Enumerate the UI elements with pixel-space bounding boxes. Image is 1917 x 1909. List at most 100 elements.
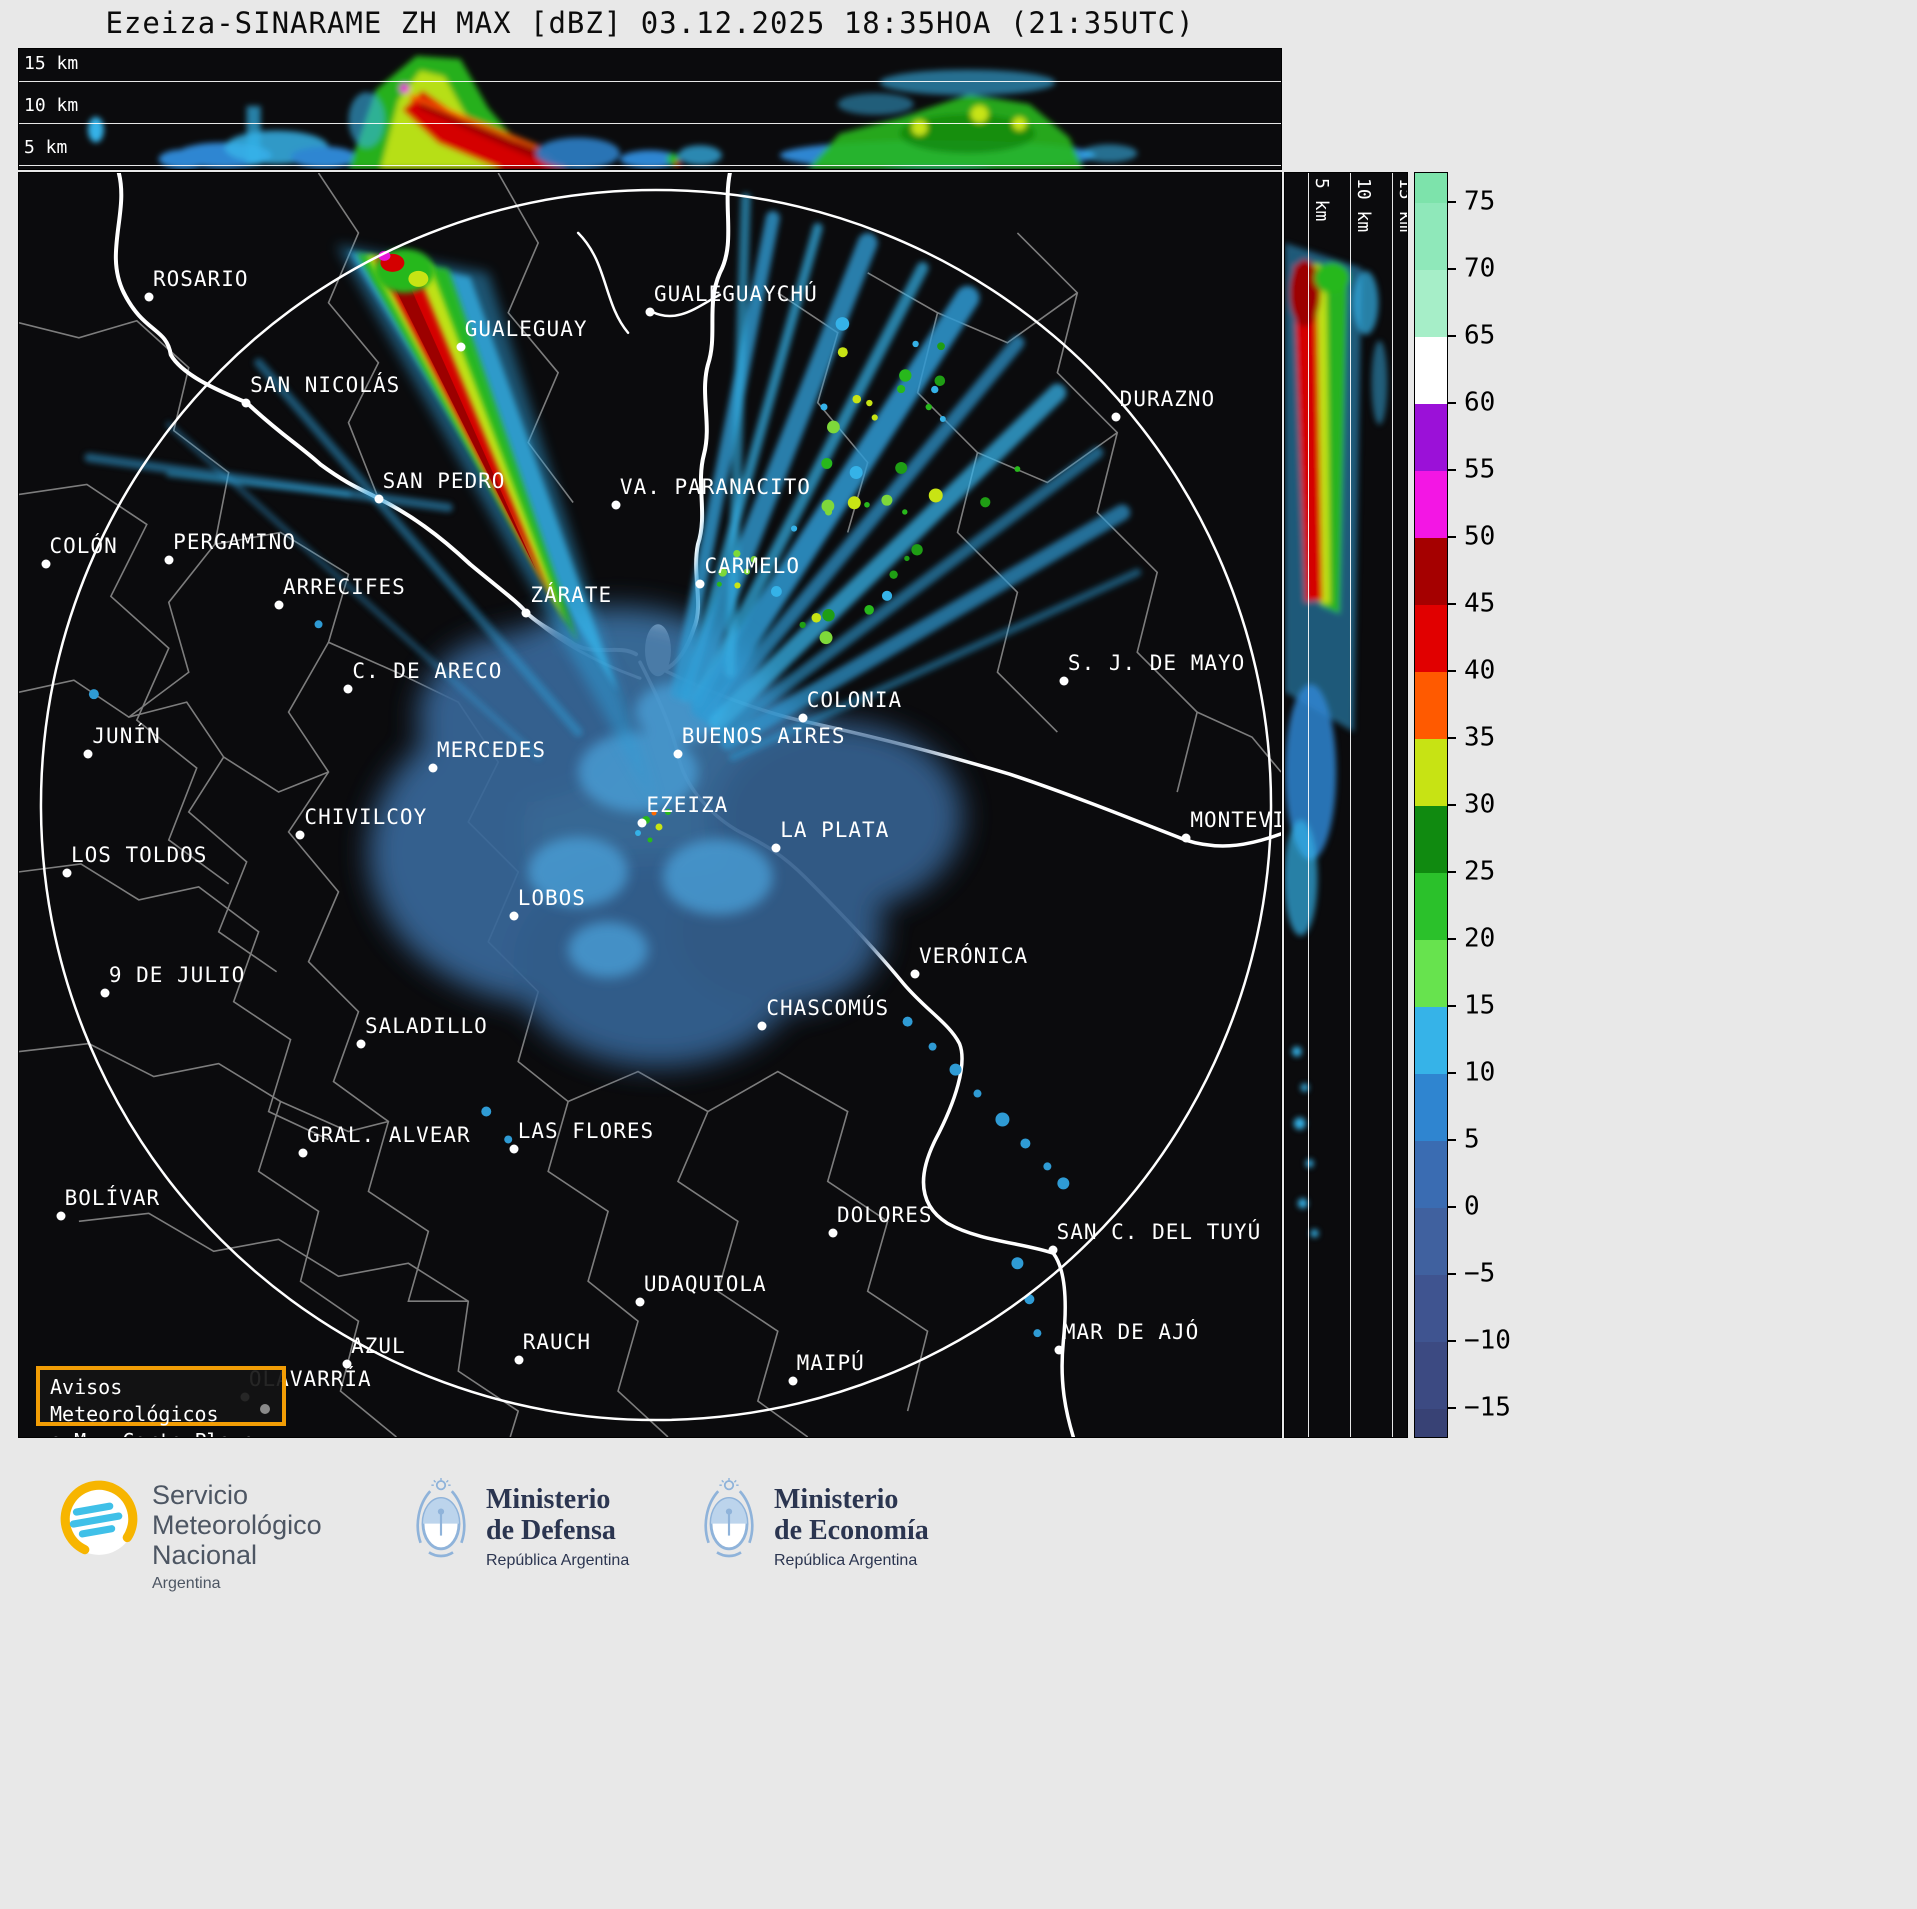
city-dot [509, 1144, 519, 1154]
colorbar-segment [1415, 605, 1447, 672]
right-cross-section-graphics [1285, 242, 1388, 1238]
notice-dot [260, 1404, 270, 1414]
colorbar-tick-label: 15 [1464, 990, 1496, 1021]
colorbar-tick-label: 70 [1464, 253, 1496, 284]
city-label: SALADILLO [365, 1013, 488, 1038]
altitude-label-5km: 5 km [24, 137, 68, 158]
city-label: VA. PARANACITO [619, 475, 811, 500]
altitude-line-5km-v [1308, 173, 1309, 1437]
storm-cell-nnw [336, 244, 656, 806]
city-dot [144, 292, 154, 302]
colorbar-tick [1448, 804, 1456, 806]
page-title: Ezeiza-SINARAME ZH MAX [dBZ] 03.12.2025 … [105, 6, 1195, 40]
colorbar-tick [1448, 402, 1456, 404]
colorbar-tick-label: 75 [1464, 186, 1496, 217]
city-dot [456, 342, 466, 352]
colorbar-tick [1448, 1206, 1456, 1208]
city-dot [56, 1211, 66, 1221]
colorbar-segment [1415, 471, 1447, 538]
cross-section-echoes-right [1285, 242, 1388, 1238]
colorbar-tick-label: 10 [1464, 1057, 1496, 1088]
colorbar-segment [1415, 270, 1447, 337]
economia-emblem [700, 1478, 758, 1566]
city-dot [298, 1148, 308, 1158]
city-dot [100, 988, 110, 998]
defensa-wordmark: Ministerio de Defensa República Argentin… [486, 1484, 629, 1570]
city-label: C. DE ARECO [352, 658, 503, 683]
colorbar-segment [1415, 1074, 1447, 1141]
colorbar-segment [1415, 1208, 1447, 1275]
economia-sub: República Argentina [774, 1551, 918, 1569]
range-ring [39, 188, 1273, 1422]
west-streaks [84, 358, 583, 761]
city-label: VERÓNICA [919, 944, 1029, 969]
colorbar-tick [1448, 1072, 1456, 1074]
colorbar-segment [1415, 806, 1447, 873]
colorbar-tick [1448, 871, 1456, 873]
colorbar-tick [1448, 938, 1456, 940]
city-dot [428, 763, 438, 773]
economia-wordmark: Ministerio de Economía República Argenti… [774, 1484, 929, 1570]
city-label: GRAL. ALVEAR [306, 1122, 471, 1147]
altitude-label-15km-v: 15 km [1395, 178, 1408, 233]
city-dot [788, 1376, 798, 1386]
city-label: GUALEGUAYCHÚ [654, 282, 818, 307]
colorbar-tick-label: −10 [1464, 1325, 1511, 1356]
city-dot [274, 600, 284, 610]
city-dot [673, 749, 683, 759]
colorbar-tick-label: 50 [1464, 521, 1496, 552]
colorbar-tick [1448, 670, 1456, 672]
colorbar-segment [1415, 404, 1447, 471]
smn-logo-icon [60, 1480, 138, 1558]
city-label: ARRECIFES [282, 575, 406, 600]
map-panel: ROSARIO GUALEGUAYCHÚ GUALEGUAY SAN NICOLÁS D… [18, 172, 1282, 1438]
smn-name-line2: Meteorológico [152, 1510, 322, 1541]
city-dot [295, 830, 305, 840]
colorbar-tick [1448, 201, 1456, 203]
smn-logo [56, 1476, 142, 1566]
city-dot [342, 1359, 352, 1369]
colorbar-tick-label: 55 [1464, 454, 1496, 485]
top-cross-section-panel: 15 km 10 km 5 km [18, 48, 1282, 170]
city-dot [635, 1297, 645, 1307]
colorbar-tick-label: 20 [1464, 923, 1496, 954]
smn-name-line1: Servicio [152, 1480, 249, 1510]
right-cross-section-panel: 5 km 10 km 15 km [1284, 172, 1408, 1438]
city-label: MAR DE AJÓ [1062, 1319, 1200, 1344]
city-label: LA PLATA [780, 817, 890, 842]
altitude-label-10km: 10 km [24, 95, 79, 116]
colorbar-tick [1448, 1407, 1456, 1409]
city-label: MONTEVIDEO [1190, 807, 1281, 832]
colorbar-tick-label: 30 [1464, 789, 1496, 820]
defensa-line1: Ministerio [486, 1484, 611, 1515]
colorbar-tick [1448, 335, 1456, 337]
altitude-label-10km-v: 10 km [1353, 178, 1374, 233]
city-dot [1111, 412, 1121, 422]
colorbar-tick-label: 60 [1464, 387, 1496, 418]
dbz-colorbar: 75 70 65 60 55 50 45 40 35 30 25 20 15 10 5 0 −5 −10 −15 [1414, 172, 1574, 1438]
city-dot [514, 1355, 524, 1365]
colorbar-tick [1448, 1273, 1456, 1275]
coat-of-arms-icon [704, 1478, 754, 1558]
cross-section-echoes [87, 55, 1138, 169]
city-dot [41, 559, 50, 569]
coat-of-arms-icon [416, 1478, 466, 1558]
colorbar-segment [1415, 337, 1447, 404]
defensa-emblem [412, 1478, 470, 1566]
colorbar-tick-label: 25 [1464, 856, 1496, 887]
economia-line1: Ministerio [774, 1484, 899, 1515]
city-dot [798, 713, 808, 723]
colorbar-bar [1414, 172, 1448, 1438]
city-dot [62, 868, 72, 878]
city-label: LAS FLORES [517, 1118, 655, 1143]
city-dot [1181, 833, 1191, 843]
notice-line2: a Muy Corto Plazo [50, 1428, 272, 1437]
city-label: S. J. DE MAYO [1067, 651, 1246, 676]
radar-echoes [84, 192, 1142, 1338]
city-label: UDAQUIOLA [643, 1271, 767, 1296]
city-label: BOLÍVAR [64, 1185, 161, 1210]
city-label: CHASCOMÚS [766, 996, 890, 1021]
colorbar-tick [1448, 469, 1456, 471]
colorbar-tick [1448, 1340, 1456, 1342]
